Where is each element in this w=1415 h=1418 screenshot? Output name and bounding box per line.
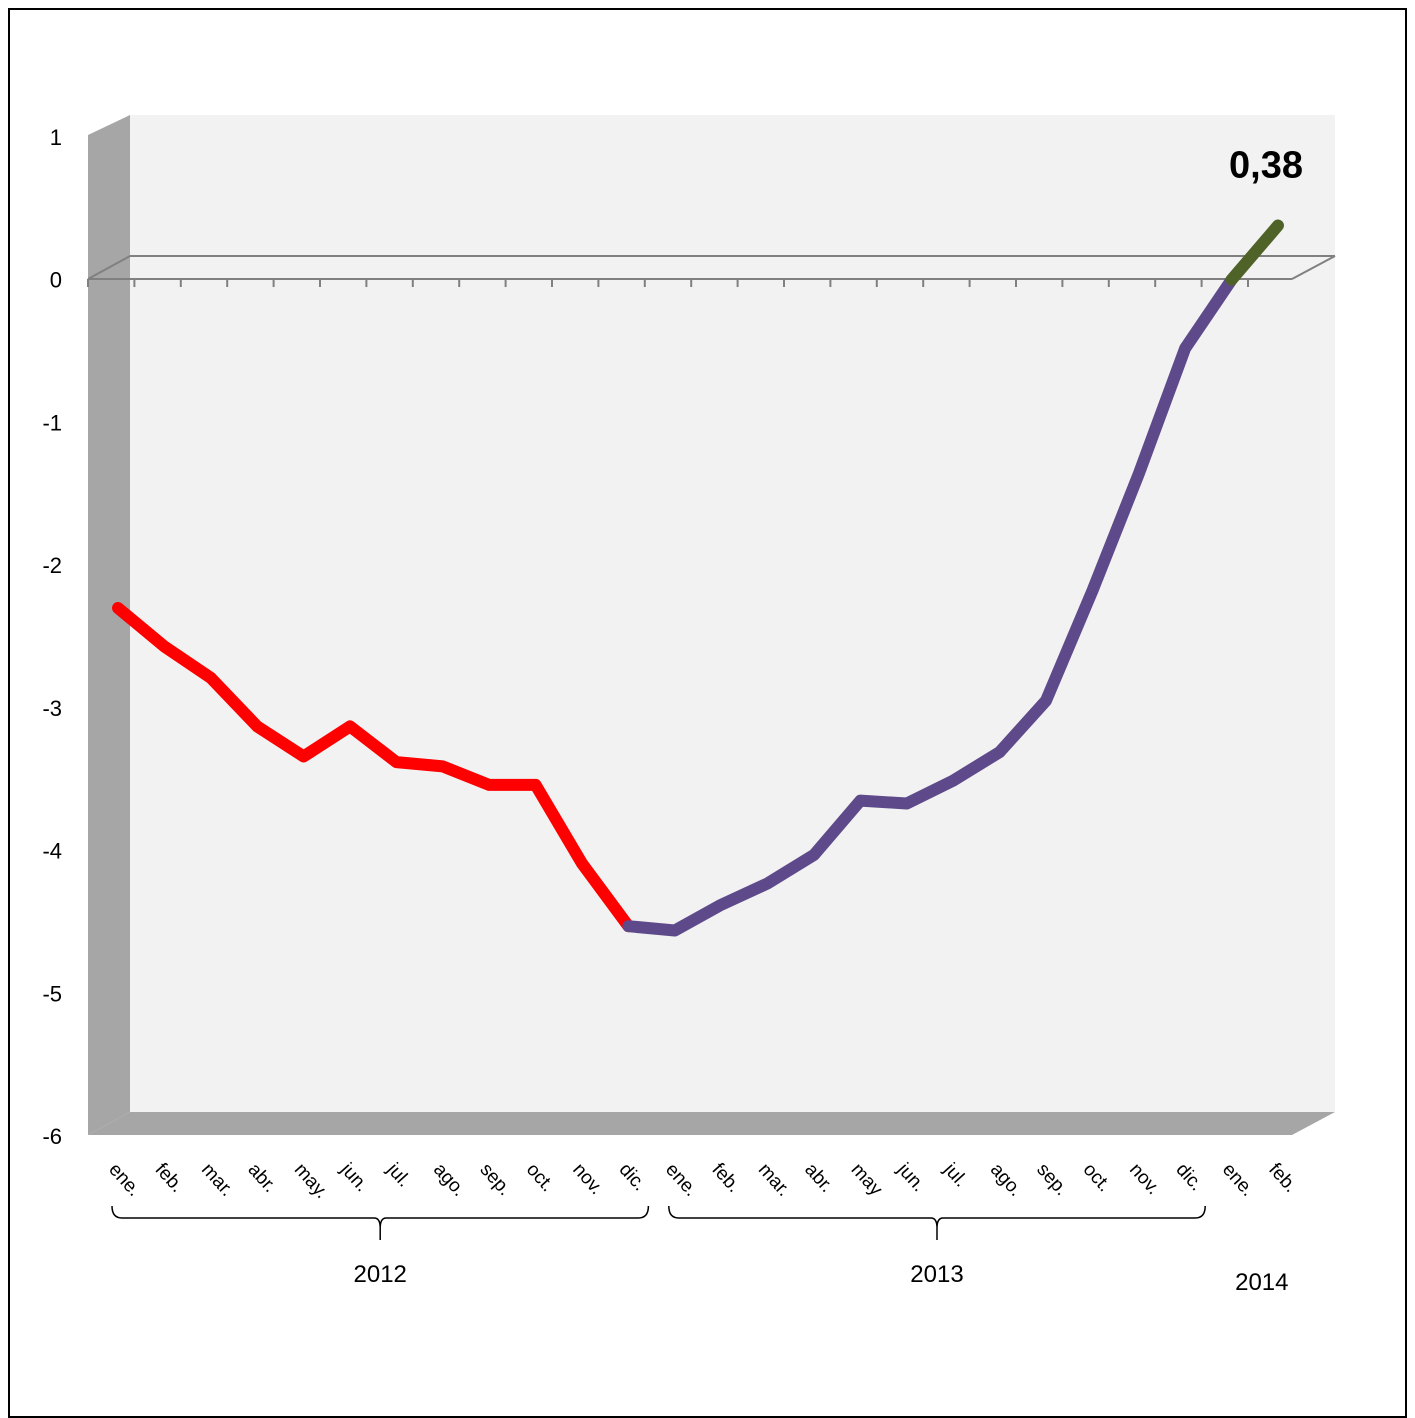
y-tick-label: -2	[42, 553, 62, 578]
x-tick-label: oct.	[522, 1159, 558, 1196]
x-tick-label: ago.	[429, 1159, 469, 1201]
x-tick-label: dic.	[615, 1159, 650, 1195]
x-tick-marks	[87, 279, 1249, 287]
series-line	[622, 273, 1238, 937]
x-tick-label: mar.	[754, 1159, 794, 1201]
zero-left-edge	[87, 255, 131, 280]
x-tick-label: ene.	[661, 1159, 701, 1201]
x-tick-label: ago.	[986, 1159, 1026, 1201]
x-tick-label: sep.	[1032, 1159, 1072, 1200]
zero-right-edge	[1291, 255, 1336, 280]
x-tick-label: dic.	[1171, 1159, 1206, 1195]
year-label: 2013	[910, 1261, 963, 1288]
side-wall	[88, 115, 130, 1135]
x-tick-label: feb.	[151, 1159, 188, 1197]
x-tick-label: feb.	[1264, 1159, 1301, 1197]
series-lines	[112, 219, 1284, 937]
x-tick-label: oct.	[1079, 1159, 1115, 1196]
year-brace	[111, 1205, 650, 1240]
y-tick-label: -1	[42, 410, 62, 435]
x-tick-label: abr.	[243, 1159, 280, 1197]
x-tick-label: jun.	[336, 1159, 373, 1197]
x-tick-label: sep.	[475, 1159, 515, 1200]
x-tick-label: jul.	[939, 1159, 972, 1192]
floor	[88, 1112, 1335, 1135]
back-wall	[130, 115, 1335, 1112]
x-tick-label: nov.	[1125, 1159, 1164, 1199]
y-tick-label: 1	[50, 125, 62, 150]
series-line	[1225, 219, 1284, 286]
x-tick-label: mar.	[197, 1159, 237, 1201]
x-tick-label: jun.	[892, 1159, 929, 1197]
y-tick-label: -6	[42, 1124, 62, 1149]
y-tick-label: -4	[42, 839, 62, 864]
x-tick-label: ene.	[104, 1159, 144, 1201]
x-tick-label: jul.	[382, 1159, 415, 1192]
year-label: 2012	[354, 1261, 407, 1288]
x-tick-label: nov.	[568, 1159, 607, 1199]
x-tick-label: feb.	[707, 1159, 744, 1197]
x-tick-label: may.	[290, 1159, 332, 1203]
year-groups: 2012 2013 2014	[111, 1205, 1288, 1296]
x-axis-labels: ene. feb. mar. abr. may. jun. jul. ago. sep. oct.…	[104, 1159, 1301, 1203]
y-axis-labels: 1 0 -1 -2 -3 -4 -5 -6	[42, 125, 62, 1149]
year-brace	[668, 1205, 1206, 1240]
series-line	[112, 602, 635, 933]
x-tick-label: abr.	[800, 1159, 837, 1197]
data-label: 0,38	[1229, 144, 1303, 186]
year-label: 2014	[1235, 1269, 1288, 1296]
y-tick-label: -5	[42, 981, 62, 1006]
x-tick-label: may	[847, 1159, 887, 1200]
y-tick-label: -3	[42, 696, 62, 721]
y-tick-label: 0	[50, 268, 62, 293]
x-tick-label: ene.	[1218, 1159, 1258, 1201]
